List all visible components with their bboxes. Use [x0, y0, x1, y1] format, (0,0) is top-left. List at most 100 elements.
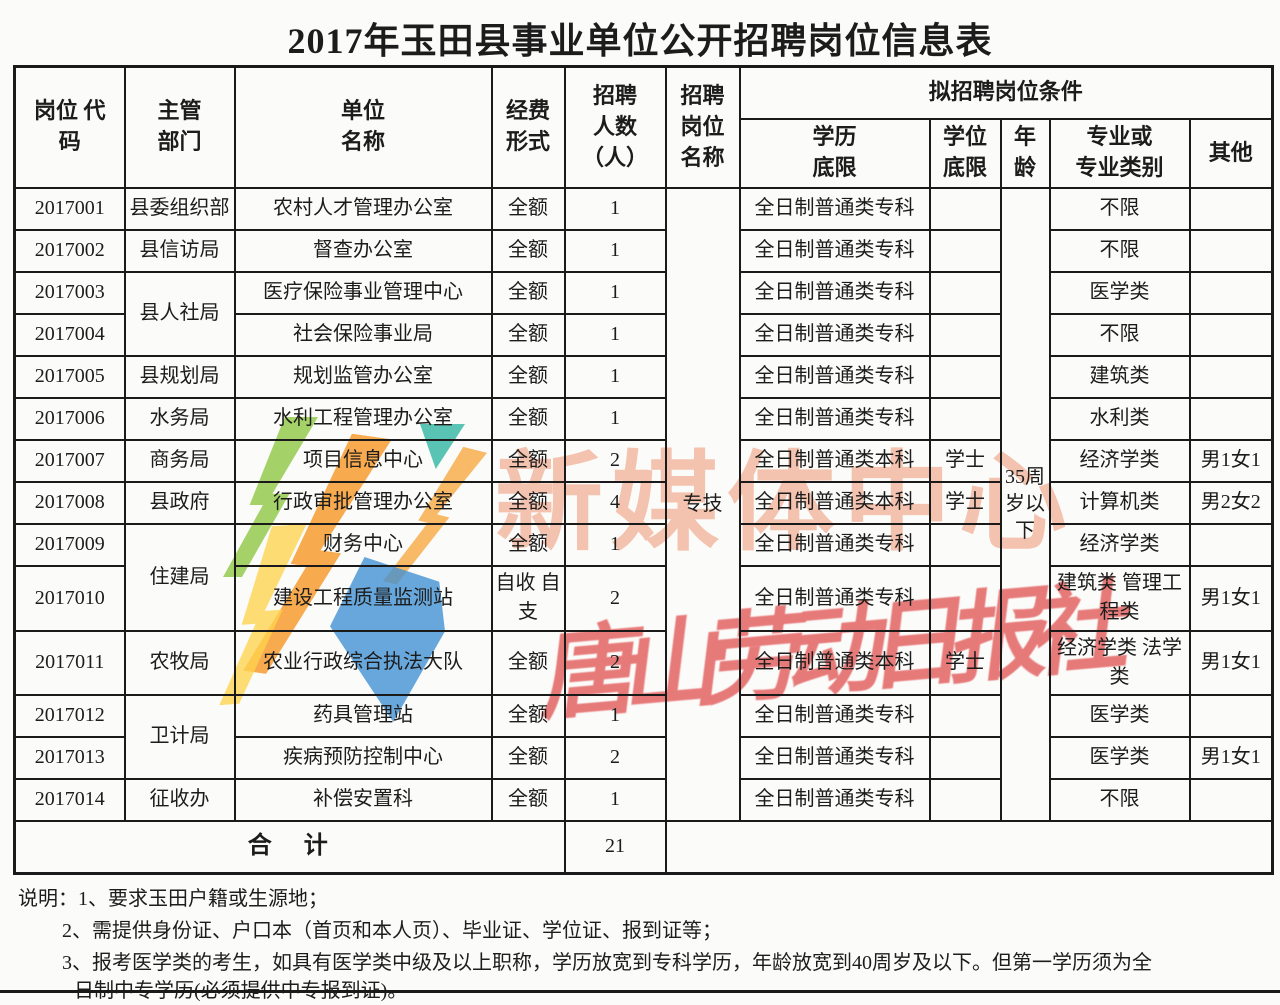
cell-count: 1 [563, 312, 667, 357]
note-line-4: 日制中专学历(必须提供中专报到证)。 [74, 980, 408, 1002]
cell-funding: 全额 [490, 480, 566, 525]
cell-edu: 全日制普通类专科 [738, 564, 931, 632]
cell-other [1188, 186, 1274, 231]
cell-count: 1 [563, 396, 667, 441]
cell-dept: 征收办 [123, 777, 236, 822]
cell-funding: 全额 [490, 312, 566, 357]
page-title: 2017年玉田县事业单位公开招聘岗位信息表 [287, 21, 993, 61]
cell-other [1188, 693, 1274, 738]
cell-major: 不限 [1048, 312, 1191, 357]
cell-code: 2017003 [13, 270, 126, 315]
cell-degree [928, 693, 1002, 738]
table-row: 2017012 卫计局 药具管理站 全额 1 全日制普通类专科 医学类 [13, 693, 1274, 780]
cell-unit: 水利工程管理办公室 [233, 396, 493, 441]
cell-code: 2017008 [13, 480, 126, 525]
cell-age-limit: 35周岁以下 [999, 186, 1051, 822]
note-line-2: 2、需提供身份证、户口本（首页和本人页）、毕业证、学位证、报到证等； [62, 920, 722, 942]
cell-major: 医学类 [1048, 693, 1191, 738]
cell-count: 1 [563, 777, 667, 822]
note-line-1: 说明：1、要求玉田户籍或生源地； [18, 888, 328, 910]
cell-major: 水利类 [1048, 396, 1191, 441]
cell-degree [928, 735, 1002, 780]
header-count: 招聘 人数 （人） [563, 65, 667, 189]
cell-funding: 全额 [490, 777, 566, 822]
cell-count: 2 [563, 564, 667, 632]
cell-position-type: 专技 [664, 186, 741, 822]
cell-unit: 社会保险事业局 [233, 312, 493, 357]
cell-dept: 水务局 [123, 396, 236, 441]
cell-unit: 农村人才管理办公室 [233, 186, 493, 231]
cell-count: 1 [563, 522, 667, 567]
cell-count: 2 [563, 629, 667, 696]
table-row: 2017007 商务局 项目信息中心 全额 2 全日制普通类本科 学士 经济学类… [13, 438, 1274, 483]
cell-unit: 药具管理站 [233, 693, 493, 738]
cell-other: 男1女1 [1188, 438, 1274, 483]
table-row: 2017003 县人社局 医疗保险事业管理中心 全额 1 全日制普通类专科 医学… [13, 270, 1274, 357]
header-dept: 主管 部门 [123, 65, 236, 189]
cell-major: 经济学类 [1048, 522, 1191, 567]
cell-degree [928, 522, 1002, 567]
cell-degree: 学士 [928, 438, 1002, 483]
cell-other: 男1女1 [1188, 629, 1274, 696]
table-row: 2017005 县规划局 规划监管办公室 全额 1 全日制普通类专科 建筑类 [13, 354, 1274, 399]
cell-degree [928, 396, 1002, 441]
cell-other: 男1女1 [1188, 564, 1274, 632]
note-line-3: 3、报考医学类的考生，如具有医学类中级及以上职称，学历放宽到专科学历，年龄放宽到… [62, 952, 1152, 974]
cell-edu: 全日制普通类专科 [738, 693, 931, 738]
cell-code: 2017009 [13, 522, 126, 567]
cell-major: 计算机类 [1048, 480, 1191, 525]
header-age: 年 龄 [999, 117, 1051, 189]
cell-funding: 全额 [490, 354, 566, 399]
cell-edu: 全日制普通类专科 [738, 228, 931, 273]
header-row-2: 学历 底限 学位 底限 年 龄 专业或 专业类别 其他 [15, 117, 1274, 189]
cell-code: 2017014 [13, 777, 126, 822]
cell-unit: 农业行政综合执法大队 [233, 629, 493, 696]
header-degree: 学位 底限 [928, 117, 1002, 189]
cell-other [1188, 270, 1274, 315]
cell-count: 1 [563, 228, 667, 273]
cell-degree: 学士 [928, 480, 1002, 525]
table-row: 2017001 县委组织部 农村人才管理办公室 全额 1 专技 全日制普通类专科… [13, 186, 1274, 822]
header-unit: 单位 名称 [233, 65, 493, 189]
cell-dept: 农牧局 [123, 629, 236, 696]
cell-unit: 医疗保险事业管理中心 [233, 270, 493, 315]
cell-other: 男2女2 [1188, 480, 1274, 525]
cell-count: 1 [563, 186, 667, 231]
cell-dept: 住建局 [123, 522, 236, 632]
header-position: 招聘 岗位 名称 [664, 65, 741, 189]
cell-major: 医学类 [1048, 270, 1191, 315]
cell-unit: 规划监管办公室 [233, 354, 493, 399]
cell-edu: 全日制普通类专科 [738, 396, 931, 441]
cell-major: 经济学类 法学类 [1048, 629, 1191, 696]
cell-unit: 财务中心 [233, 522, 493, 567]
cell-unit: 疾病预防控制中心 [233, 735, 493, 780]
cell-code: 2017005 [13, 354, 126, 399]
cell-dept: 县人社局 [123, 270, 236, 357]
cell-funding: 全额 [490, 735, 566, 780]
cell-degree [928, 564, 1002, 632]
cell-count: 1 [563, 354, 667, 399]
cell-other [1188, 522, 1274, 567]
table-row: 2017011 农牧局 农业行政综合执法大队 全额 2 全日制普通类本科 学士 … [13, 629, 1274, 696]
cell-dept: 县信访局 [123, 228, 236, 273]
table-row: 2017004 社会保险事业局 全额 1 全日制普通类专科 不限 [13, 312, 1274, 357]
cell-unit: 行政审批管理办公室 [233, 480, 493, 525]
cell-major: 建筑类 [1048, 354, 1191, 399]
cell-edu: 全日制普通类专科 [738, 777, 931, 822]
cell-dept: 县委组织部 [123, 186, 236, 231]
cell-dept: 县政府 [123, 480, 236, 525]
cell-funding: 全额 [490, 228, 566, 273]
cell-other [1188, 228, 1274, 273]
cell-count: 4 [563, 480, 667, 525]
cell-other [1188, 312, 1274, 357]
cell-other [1188, 354, 1274, 399]
cell-edu: 全日制普通类专科 [738, 735, 931, 780]
cell-dept: 商务局 [123, 438, 236, 483]
header-other: 其他 [1188, 117, 1274, 189]
cell-edu: 全日制普通类本科 [738, 480, 931, 525]
table-row: 2017002 县信访局 督查办公室 全额 1 全日制普通类专科 不限 [13, 228, 1274, 273]
bottom-divider [0, 990, 1280, 993]
cell-edu: 全日制普通类本科 [738, 438, 931, 483]
cell-unit: 建设工程质量监测站 [233, 564, 493, 632]
cell-funding: 全额 [490, 693, 566, 738]
